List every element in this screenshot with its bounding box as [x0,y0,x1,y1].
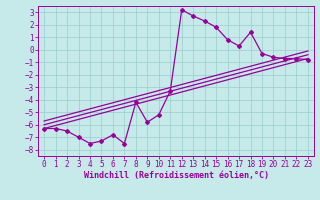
X-axis label: Windchill (Refroidissement éolien,°C): Windchill (Refroidissement éolien,°C) [84,171,268,180]
